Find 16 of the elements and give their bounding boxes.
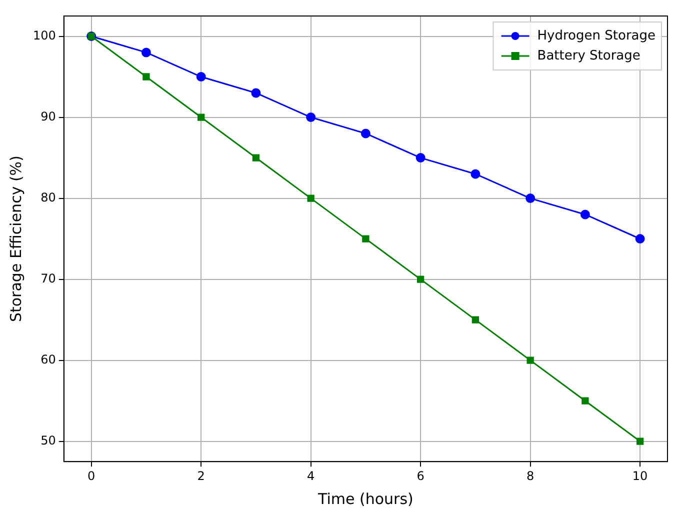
y-tick-label: 90 — [40, 109, 56, 124]
x-tick-label: 10 — [632, 468, 648, 483]
y-axis-title: Storage Efficiency (%) — [6, 156, 25, 322]
x-axis-title: Time (hours) — [317, 490, 414, 508]
x-tick-label: 6 — [416, 468, 424, 483]
y-tick-label: 80 — [40, 190, 56, 204]
y-tick-label: 60 — [40, 352, 56, 366]
x-tick-label: 0 — [88, 468, 96, 483]
legend-label: Hydrogen Storage — [537, 28, 656, 44]
legend-label: Battery Storage — [537, 48, 640, 64]
x-tick-label: 4 — [307, 468, 315, 483]
y-tick-label: 70 — [40, 271, 56, 286]
x-tick-label: 8 — [526, 468, 534, 483]
y-tick-label: 50 — [40, 433, 56, 448]
y-tick-label: 100 — [33, 28, 56, 42]
x-tick-label: 2 — [197, 468, 205, 483]
